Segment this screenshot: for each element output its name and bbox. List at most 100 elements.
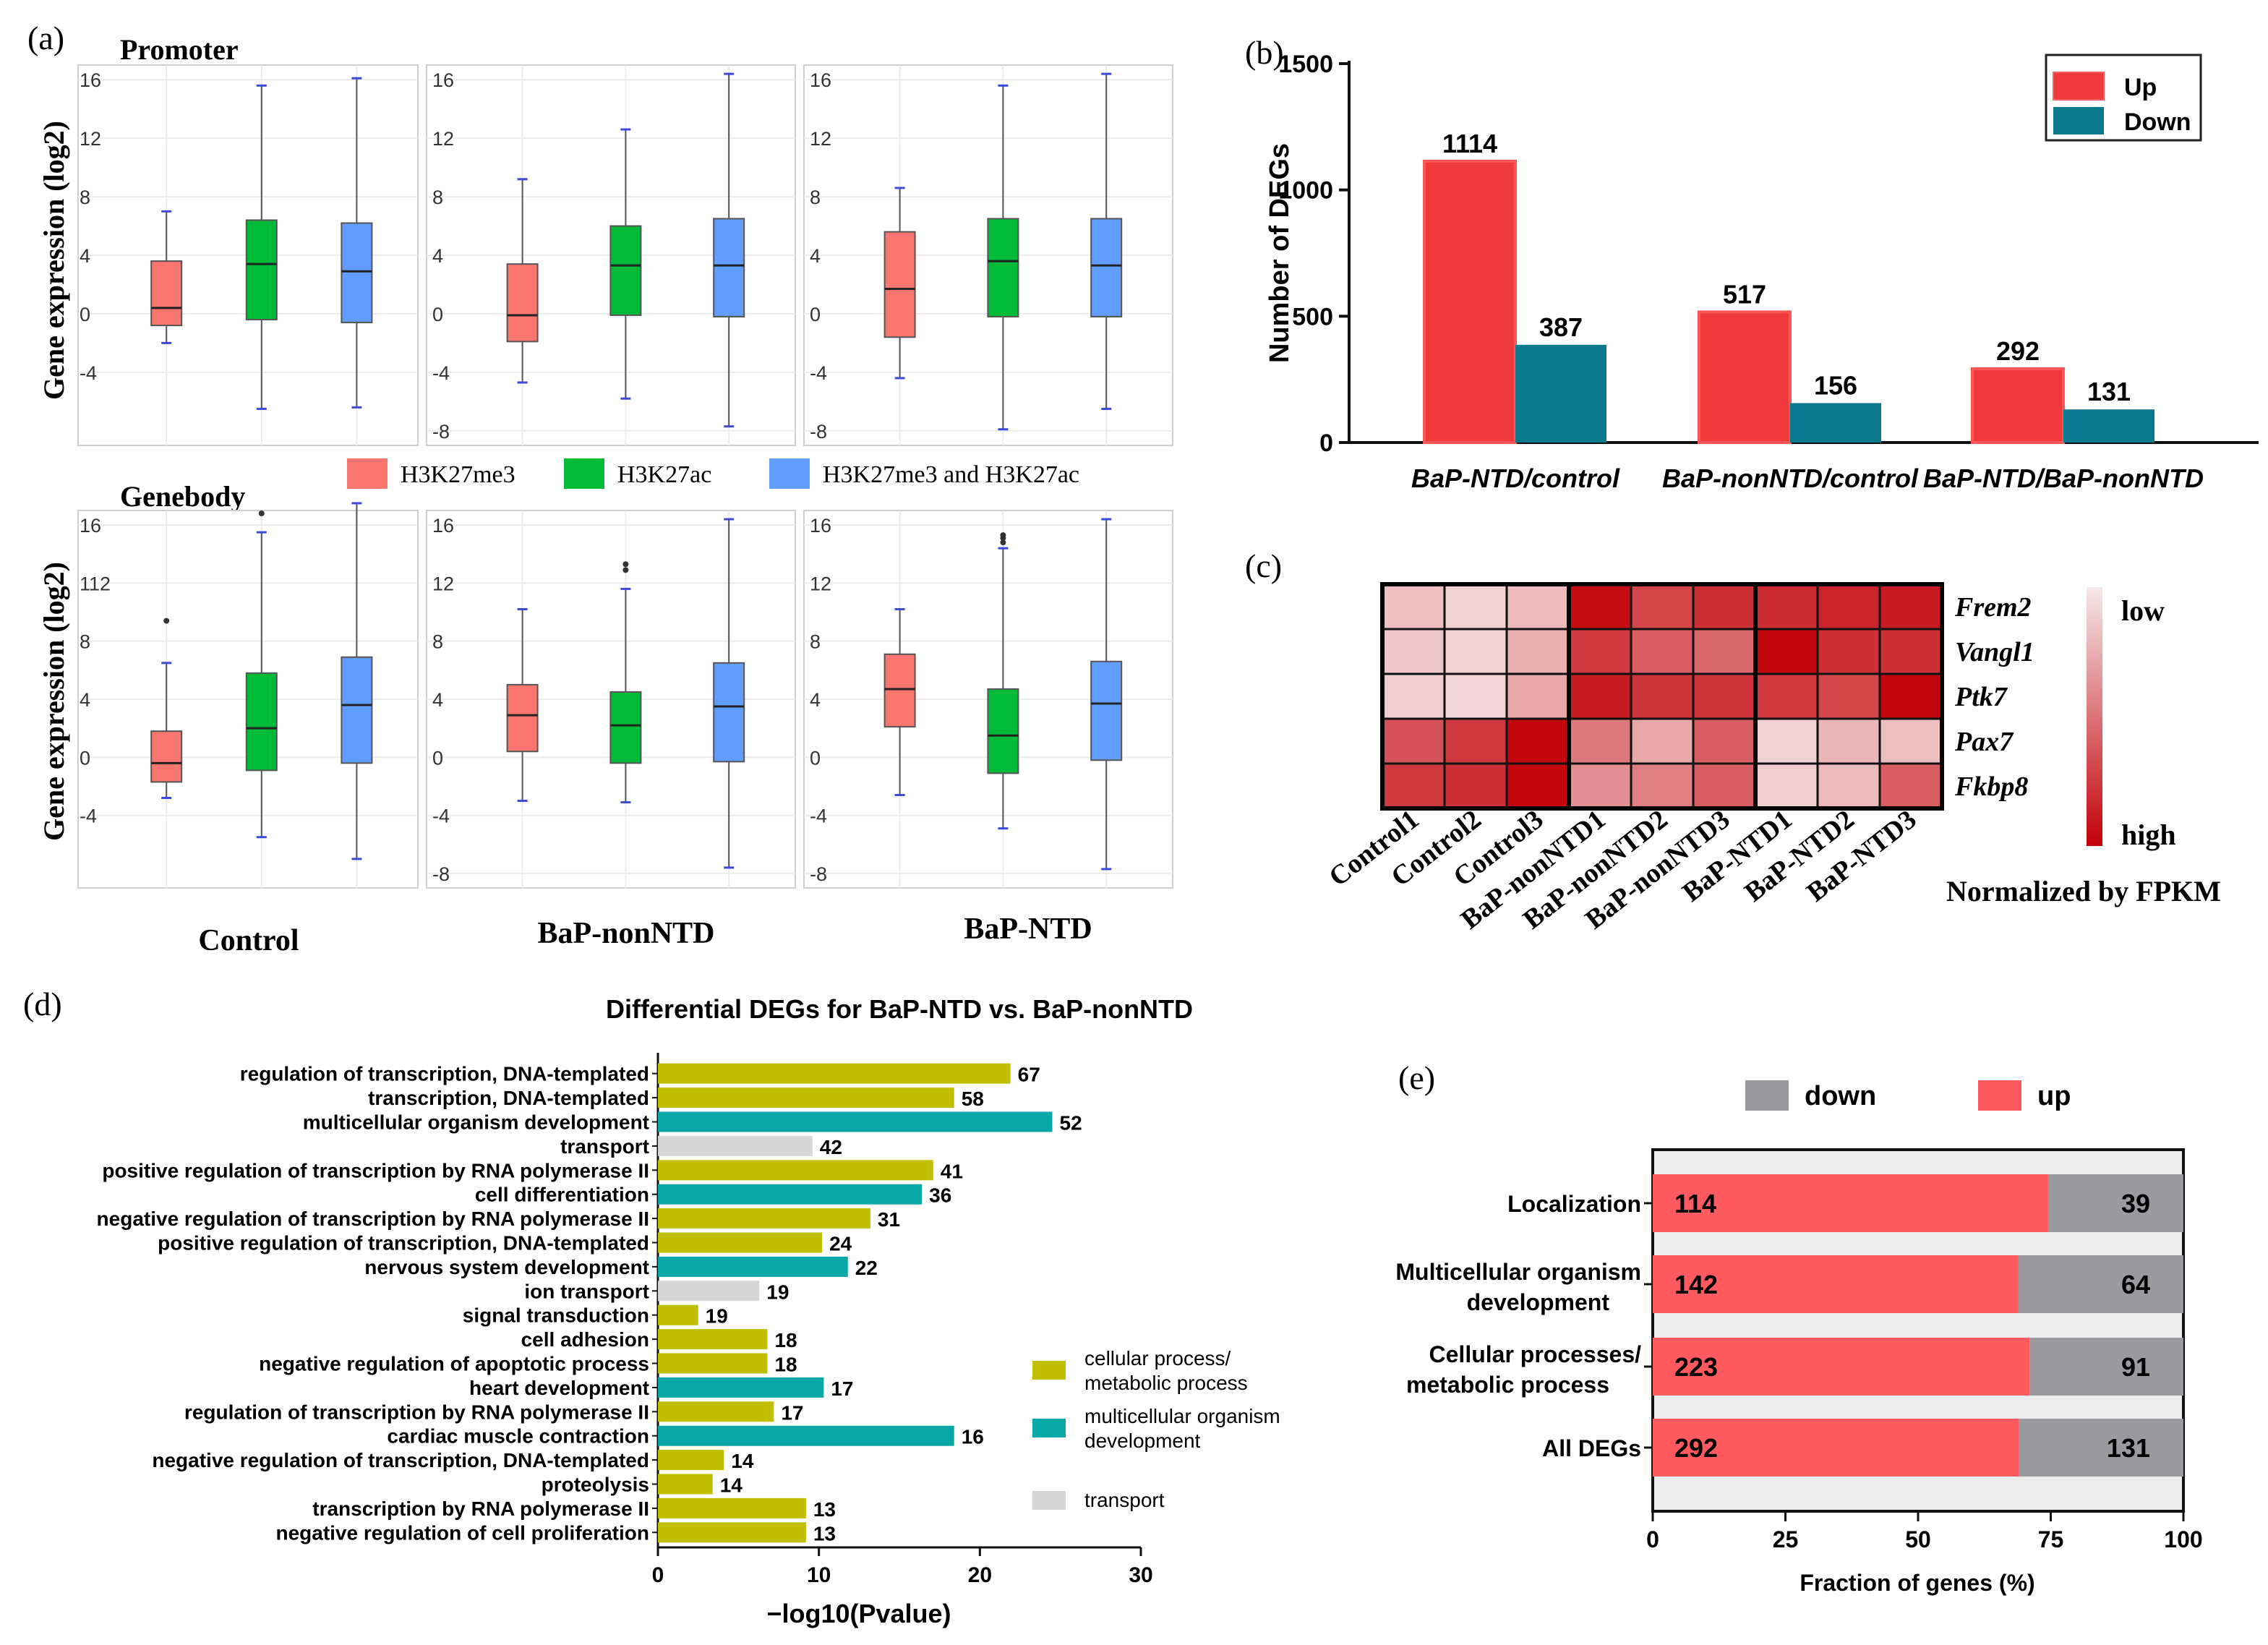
b-category-label: BaP-NTD/BaP-nonNTD: [1923, 463, 2204, 493]
c-legend-low: low: [2121, 594, 2165, 627]
c-cell-frem2-bap-nonntd2: [1630, 583, 1695, 631]
c-cell-vangl1-bap-nonntd1: [1567, 628, 1632, 675]
d-legend-label-cp: cellular process/: [1084, 1347, 1231, 1370]
d-category-label: negative regulation of cell proliferatio…: [275, 1521, 649, 1544]
legend-label-both: H3K27me3 and H3K27ac: [823, 461, 1079, 488]
b-bar-down-bap-ntd-control: [1515, 344, 1606, 443]
e-bar-all-degs-up-label: 292: [1674, 1433, 1718, 1463]
e-bar-cellular-processes-up: [1653, 1338, 2030, 1396]
panel-label-c: (c): [1245, 547, 1282, 584]
genebody-title: Genebody: [120, 480, 245, 513]
c-cell-vangl1-control2: [1443, 628, 1508, 675]
legend-label-h3k27ac: H3K27ac: [617, 461, 711, 488]
a-promoter-control-box-h3k27me3-iqr: [150, 260, 183, 327]
a-genebody-control-tick-label: 0: [80, 747, 90, 769]
c-cell-ptk7-control3: [1505, 672, 1570, 720]
d-bar-regulation-of-transcription-by-rna-polymerase-ii: [658, 1401, 774, 1422]
d-bar-regulation-of-transcription-dna-templated: [658, 1063, 1011, 1084]
b-legend-label-down: Down: [2124, 108, 2191, 136]
a-genebody-bap-nonntd-box-h3k27me3-iqr: [506, 683, 539, 753]
a-genebody-control-box-h3k27ac-outlier: [258, 510, 265, 517]
d-bar-heart-development: [658, 1377, 824, 1398]
c-cell-fkbp8-bap-ntd2: [1816, 762, 1881, 810]
c-legend-high: high: [2121, 819, 2176, 851]
b-category-label: BaP-NTD/control: [1411, 463, 1620, 493]
d-bar-transcription-dna-templated-label: 58: [962, 1088, 984, 1110]
d-category-label: ion transport: [524, 1280, 649, 1302]
b-bar-up-bap-nonntd-control-label: 517: [1723, 279, 1766, 309]
d-bar-positive-regulation-of-transcription-dna-templated: [658, 1232, 823, 1253]
a-genebody-bap-ntd-box-h3k27me3-iqr: [883, 653, 916, 728]
b-category-label: BaP-nonNTD/control: [1662, 463, 1919, 493]
c-cell-fkbp8-control1: [1381, 762, 1446, 810]
a-genebody-bap-ntd-box-h3k27ac-outlier: [1000, 539, 1006, 546]
a-promoter-bap-nonntd-tick-label: 0: [432, 304, 443, 325]
c-cell-frem2-control3: [1505, 583, 1570, 631]
c-colorbar: [2087, 587, 2102, 846]
b-legend-swatch-down: [2053, 107, 2104, 134]
d-legend-label2-cp: metabolic process: [1084, 1372, 1248, 1394]
d-legend-label2-md: development: [1084, 1430, 1201, 1452]
a-promoter-control-tick-label: 12: [80, 128, 101, 150]
a-promoter-bap-ntd-tick-label: 0: [810, 304, 821, 325]
e-category-label: Cellular processes/: [1429, 1341, 1642, 1367]
c-cell-vangl1-bap-nonntd2: [1630, 628, 1695, 675]
e-bar-multicellular-organism-up-label: 142: [1674, 1270, 1718, 1299]
a-genebody-bap-ntd-box-h3k27ac-outlier: [1000, 532, 1006, 539]
d-title: Differential DEGs for BaP-NTD vs. BaP-no…: [606, 994, 1193, 1024]
c-cell-pax7-control1: [1381, 717, 1446, 765]
e-bar-localization-down: [2047, 1174, 2183, 1232]
e-legend-swatch-down: [1745, 1080, 1789, 1111]
b-bar-down-bap-ntd-bap-nonntd: [2063, 409, 2154, 443]
c-cell-vangl1-control3: [1505, 628, 1570, 675]
legend-label-h3k27me3: H3K27me3: [401, 461, 515, 488]
d-bar-ion-transport: [658, 1281, 760, 1302]
a-promoter-bap-ntd-box-h3k27me3-and-h3k27ac-iqr: [1090, 218, 1123, 317]
b-bar-down-bap-nonntd-control-label: 156: [1814, 371, 1857, 401]
panel-label-e: (e): [1398, 1059, 1435, 1096]
legend-swatch-both: [769, 458, 810, 489]
d-bar-cardiac-muscle-contraction-label: 16: [962, 1426, 984, 1448]
a-genebody-bap-ntd-tick-label: 12: [810, 573, 831, 594]
b-legend: Up Down: [2045, 54, 2202, 142]
b-y-tick-label: 1000: [1278, 177, 1333, 205]
a-promoter-control-tick-label: 16: [80, 69, 101, 91]
a-genebody-bap-ntd-tick-label: 16: [810, 515, 831, 537]
d-bar-transcription-dna-templated: [658, 1088, 954, 1108]
d-category-label: positive regulation of transcription, DN…: [158, 1232, 649, 1255]
d-bar-transport-label: 42: [820, 1136, 842, 1158]
a-promoter-control-tick-label: -4: [80, 362, 97, 384]
legend-swatch-h3k27me3: [347, 458, 388, 489]
c-cell-ptk7-bap-nonntd1: [1567, 672, 1632, 720]
e-legend-label-up: up: [2037, 1081, 2071, 1111]
d-bar-transcription-by-rna-polymerase-ii: [658, 1497, 806, 1518]
c-cell-fkbp8-bap-nonntd2: [1630, 762, 1695, 810]
d-bar-ion-transport-label: 19: [766, 1281, 789, 1303]
d-bar-positive-regulation-of-transcription-dna-templated-label: 24: [829, 1233, 852, 1255]
d-bar-negative-regulation-of-transcription-by-rna-polymerase-ii-label: 31: [878, 1208, 900, 1231]
group-label-bap-nonntd: BaP-nonNTD: [537, 917, 714, 950]
a-promoter-control-tick-label: 0: [80, 304, 90, 325]
c-cell-fkbp8-bap-nonntd1: [1567, 762, 1632, 810]
e-bar-localization-up: [1653, 1174, 2048, 1232]
d-legend-label-md: multicellular organism: [1084, 1405, 1280, 1427]
e-bar-all-degs-up: [1653, 1419, 2019, 1477]
panel-d-go-bar-chart: Differential DEGs for BaP-NTD vs. BaP-no…: [97, 994, 1280, 1628]
c-cell-vangl1-bap-nonntd3: [1692, 628, 1757, 675]
d-bar-signal-transduction-label: 19: [706, 1305, 728, 1328]
b-bar-down-bap-ntd-control-label: 387: [1539, 312, 1583, 342]
c-cell-ptk7-bap-nonntd2: [1630, 672, 1695, 720]
a-promoter-bap-nonntd-tick-label: 12: [432, 128, 454, 150]
c-cell-ptk7-bap-nonntd3: [1692, 672, 1757, 720]
a-promoter-control-box-h3k27ac-iqr: [245, 219, 278, 321]
d-category-label: cardiac muscle contraction: [387, 1425, 649, 1448]
a-genebody-control-tick-label: 4: [80, 689, 90, 711]
d-bar-cell-differentiation-label: 36: [929, 1184, 951, 1207]
a-legend: H3K27me3 H3K27ac H3K27me3 and H3K27ac: [347, 458, 1079, 489]
a-promoter-bap-ntd-tick-label: -8: [810, 421, 827, 443]
c-row-label: Frem2: [1954, 592, 2032, 623]
legend-swatch-h3k27ac: [564, 458, 604, 489]
a-genebody-bap-ntd-tick-label: -4: [810, 806, 827, 827]
c-border: [1380, 582, 1944, 811]
c-cell-ptk7-bap-ntd3: [1878, 672, 1943, 720]
